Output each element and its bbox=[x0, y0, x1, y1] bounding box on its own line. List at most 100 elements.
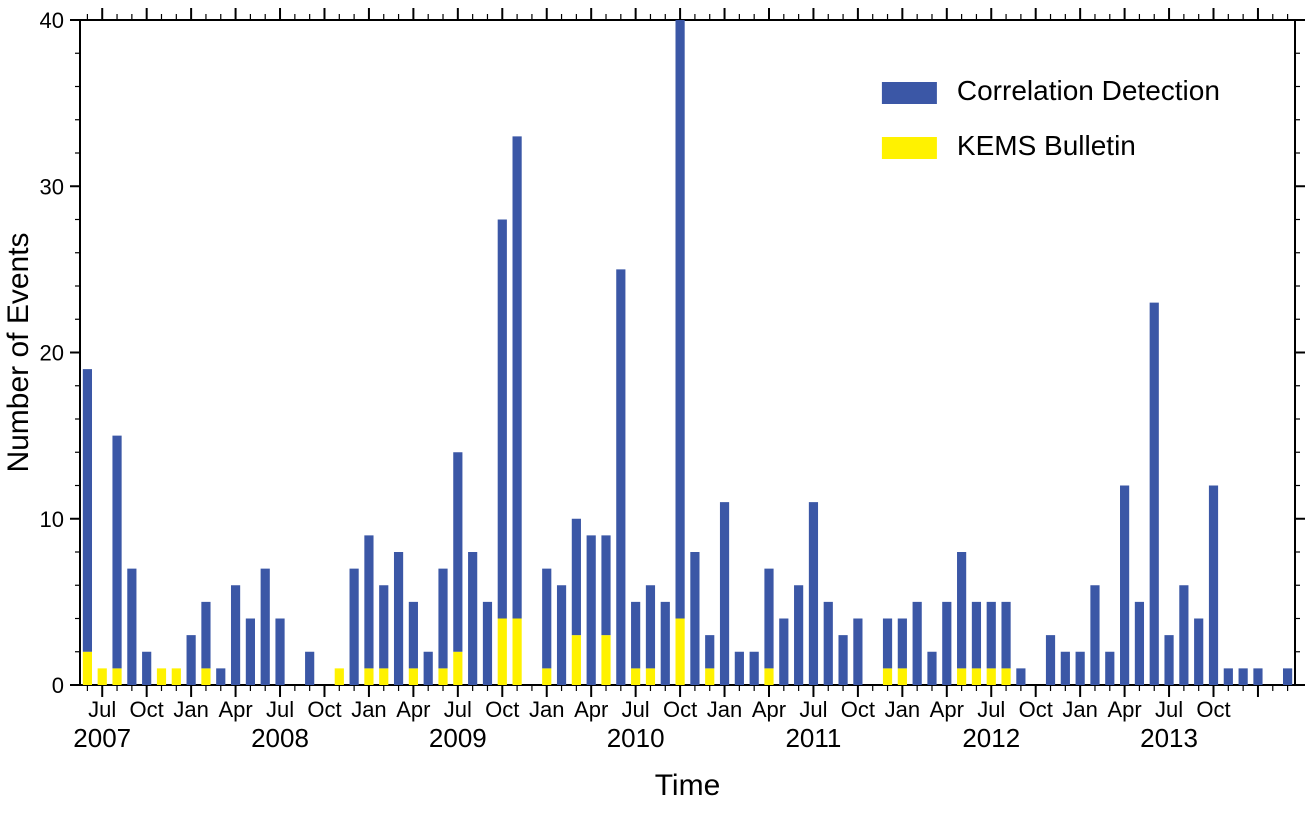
bar-primary bbox=[1253, 668, 1262, 685]
bar-primary bbox=[809, 502, 818, 685]
bar-secondary bbox=[335, 668, 344, 685]
bar-primary bbox=[942, 602, 951, 685]
bar-primary bbox=[275, 619, 284, 686]
month-label: Oct bbox=[307, 697, 341, 722]
year-label: 2013 bbox=[1140, 723, 1198, 753]
bar-primary bbox=[927, 652, 936, 685]
bar-secondary bbox=[601, 635, 610, 685]
bar-primary bbox=[720, 502, 729, 685]
bar-primary bbox=[913, 602, 922, 685]
bar-secondary bbox=[705, 668, 714, 685]
bar-secondary bbox=[157, 668, 166, 685]
month-label: Apr bbox=[752, 697, 786, 722]
month-label: Oct bbox=[130, 697, 164, 722]
bar-primary bbox=[438, 569, 447, 669]
bar-primary bbox=[364, 535, 373, 668]
bar-secondary bbox=[987, 668, 996, 685]
bar-primary bbox=[838, 635, 847, 685]
bar-primary bbox=[601, 535, 610, 635]
bar-secondary bbox=[201, 668, 210, 685]
bar-secondary bbox=[542, 668, 551, 685]
bar-primary bbox=[853, 619, 862, 686]
bar-primary bbox=[246, 619, 255, 686]
bar-primary bbox=[690, 552, 699, 685]
year-label: 2007 bbox=[73, 723, 131, 753]
bar-primary bbox=[379, 585, 388, 668]
bar-primary bbox=[498, 220, 507, 619]
month-label: Jan bbox=[529, 697, 564, 722]
bar-primary bbox=[631, 602, 640, 669]
bar-primary bbox=[394, 552, 403, 685]
bar-primary bbox=[187, 635, 196, 685]
bar-secondary bbox=[513, 619, 522, 686]
bar-primary bbox=[1090, 585, 1099, 685]
month-label: Apr bbox=[396, 697, 430, 722]
bar-primary bbox=[1150, 303, 1159, 685]
bar-secondary bbox=[172, 668, 181, 685]
year-label: 2012 bbox=[962, 723, 1020, 753]
bar-primary bbox=[735, 652, 744, 685]
chart-container: 010203040JulOctJanAprJulOctJanAprJulOctJ… bbox=[0, 0, 1313, 836]
year-label: 2011 bbox=[785, 723, 841, 753]
bar-primary bbox=[675, 20, 684, 619]
bar-primary bbox=[409, 602, 418, 669]
month-label: Jul bbox=[444, 697, 472, 722]
bar-primary bbox=[794, 585, 803, 685]
bar-primary bbox=[572, 519, 581, 635]
month-label: Jul bbox=[266, 697, 294, 722]
bar-primary bbox=[587, 535, 596, 685]
bar-secondary bbox=[83, 652, 92, 685]
month-label: Oct bbox=[1019, 697, 1053, 722]
bar-primary bbox=[824, 602, 833, 685]
bar-primary bbox=[1224, 668, 1233, 685]
bar-secondary bbox=[409, 668, 418, 685]
month-label: Jul bbox=[88, 697, 116, 722]
bar-primary bbox=[83, 369, 92, 652]
bar-secondary bbox=[898, 668, 907, 685]
legend-label: KEMS Bulletin bbox=[957, 130, 1136, 161]
bar-primary bbox=[1179, 585, 1188, 685]
month-label: Apr bbox=[1107, 697, 1141, 722]
month-label: Oct bbox=[841, 697, 875, 722]
y-axis-label: Number of Events bbox=[2, 232, 35, 472]
bar-secondary bbox=[1001, 668, 1010, 685]
bar-primary bbox=[1209, 486, 1218, 686]
bar-secondary bbox=[498, 619, 507, 686]
y-tick-label: 10 bbox=[40, 507, 64, 532]
bar-primary bbox=[542, 569, 551, 669]
bar-primary bbox=[616, 269, 625, 685]
bar-primary bbox=[661, 602, 670, 685]
month-label: Jan bbox=[885, 697, 920, 722]
y-tick-label: 40 bbox=[40, 8, 64, 33]
month-label: Apr bbox=[930, 697, 964, 722]
year-label: 2009 bbox=[429, 723, 487, 753]
y-tick-label: 0 bbox=[52, 673, 64, 698]
bar-primary bbox=[1164, 635, 1173, 685]
bar-primary bbox=[1061, 652, 1070, 685]
bar-primary bbox=[1239, 668, 1248, 685]
bar-secondary bbox=[379, 668, 388, 685]
year-label: 2010 bbox=[607, 723, 665, 753]
bar-primary bbox=[883, 619, 892, 669]
bar-primary bbox=[483, 602, 492, 685]
bar-primary bbox=[216, 668, 225, 685]
bar-secondary bbox=[112, 668, 121, 685]
bar-primary bbox=[646, 585, 655, 668]
month-label: Apr bbox=[218, 697, 252, 722]
bar-primary bbox=[764, 569, 773, 669]
month-label: Apr bbox=[574, 697, 608, 722]
bar-primary bbox=[705, 635, 714, 668]
bar-primary bbox=[112, 436, 121, 669]
bar-secondary bbox=[453, 652, 462, 685]
month-label: Jul bbox=[799, 697, 827, 722]
bar-primary bbox=[350, 569, 359, 685]
legend-label: Correlation Detection bbox=[957, 75, 1220, 106]
bar-primary bbox=[1076, 652, 1085, 685]
month-label: Oct bbox=[485, 697, 519, 722]
month-label: Oct bbox=[1196, 697, 1230, 722]
bar-primary bbox=[898, 619, 907, 669]
month-label: Jan bbox=[173, 697, 208, 722]
bar-primary bbox=[1194, 619, 1203, 686]
month-label: Jan bbox=[1062, 697, 1097, 722]
y-tick-label: 30 bbox=[40, 174, 64, 199]
